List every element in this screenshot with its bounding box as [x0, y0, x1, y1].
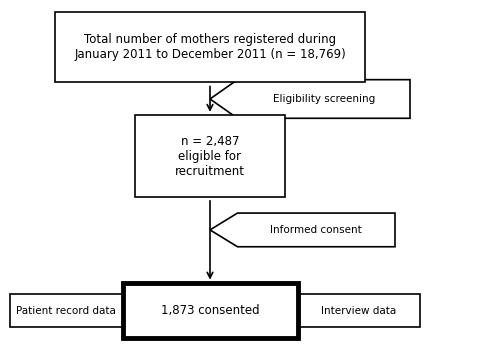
Text: Patient record data: Patient record data — [16, 306, 116, 316]
Text: Total number of mothers registered during
January 2011 to December 2011 (n = 18,: Total number of mothers registered durin… — [74, 33, 346, 61]
Text: n = 2,487
eligible for
recruitment: n = 2,487 eligible for recruitment — [175, 135, 245, 178]
Polygon shape — [298, 294, 420, 327]
Bar — [135, 115, 285, 197]
Text: 1,873 consented: 1,873 consented — [160, 304, 260, 317]
Text: Informed consent: Informed consent — [270, 225, 362, 235]
Polygon shape — [10, 294, 122, 327]
Bar — [122, 284, 298, 338]
Text: Eligibility screening: Eligibility screening — [272, 94, 375, 104]
Polygon shape — [210, 80, 410, 118]
Text: Interview data: Interview data — [321, 306, 396, 316]
Polygon shape — [210, 213, 395, 247]
Bar — [55, 12, 365, 82]
